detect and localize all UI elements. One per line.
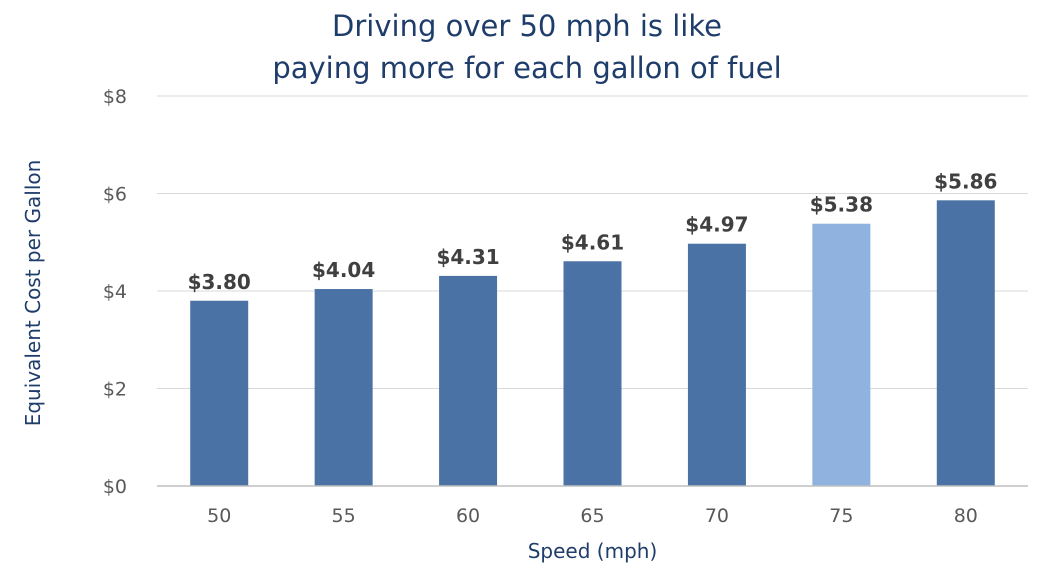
- data-label: $5.86: [934, 169, 997, 193]
- y-tick-label: $2: [103, 379, 127, 401]
- x-tick-label: 80: [954, 505, 978, 527]
- y-tick-label: $0: [103, 476, 127, 498]
- data-labels: $3.80 $4.04 $4.31 $4.61 $4.97 $5.38 $5.86: [188, 169, 998, 293]
- bar: [936, 200, 995, 486]
- y-tick-label: $6: [103, 184, 127, 206]
- bar: [812, 223, 871, 486]
- bar: [190, 300, 249, 486]
- x-tick-label: 50: [207, 505, 231, 527]
- data-label: $4.97: [685, 213, 748, 237]
- x-tick-label: 75: [829, 505, 853, 527]
- data-label: $4.31: [436, 245, 499, 269]
- y-axis-ticks: $0 $2 $4 $6 $8: [103, 86, 127, 498]
- bar: [563, 261, 622, 486]
- bar: [439, 275, 498, 486]
- x-tick-label: 55: [332, 505, 356, 527]
- data-label: $4.61: [561, 230, 624, 254]
- data-label: $3.80: [188, 270, 251, 294]
- data-label: $4.04: [312, 258, 375, 282]
- x-axis-ticks: 50 55 60 65 70 75 80: [207, 505, 978, 527]
- y-tick-label: $8: [103, 86, 127, 108]
- bar: [314, 289, 373, 486]
- x-axis-title: Speed (mph): [528, 539, 658, 563]
- x-tick-label: 70: [705, 505, 729, 527]
- data-label: $5.38: [810, 193, 873, 217]
- bars: [190, 200, 995, 486]
- chart-title-line-2: paying more for each gallon of fuel: [272, 51, 782, 85]
- bar: [687, 243, 746, 486]
- x-tick-label: 65: [580, 505, 604, 527]
- y-axis-title: Equivalent Cost per Gallon: [21, 160, 45, 427]
- y-tick-label: $4: [103, 281, 127, 303]
- x-tick-label: 60: [456, 505, 480, 527]
- chart-title-line-1: Driving over 50 mph is like: [332, 9, 722, 43]
